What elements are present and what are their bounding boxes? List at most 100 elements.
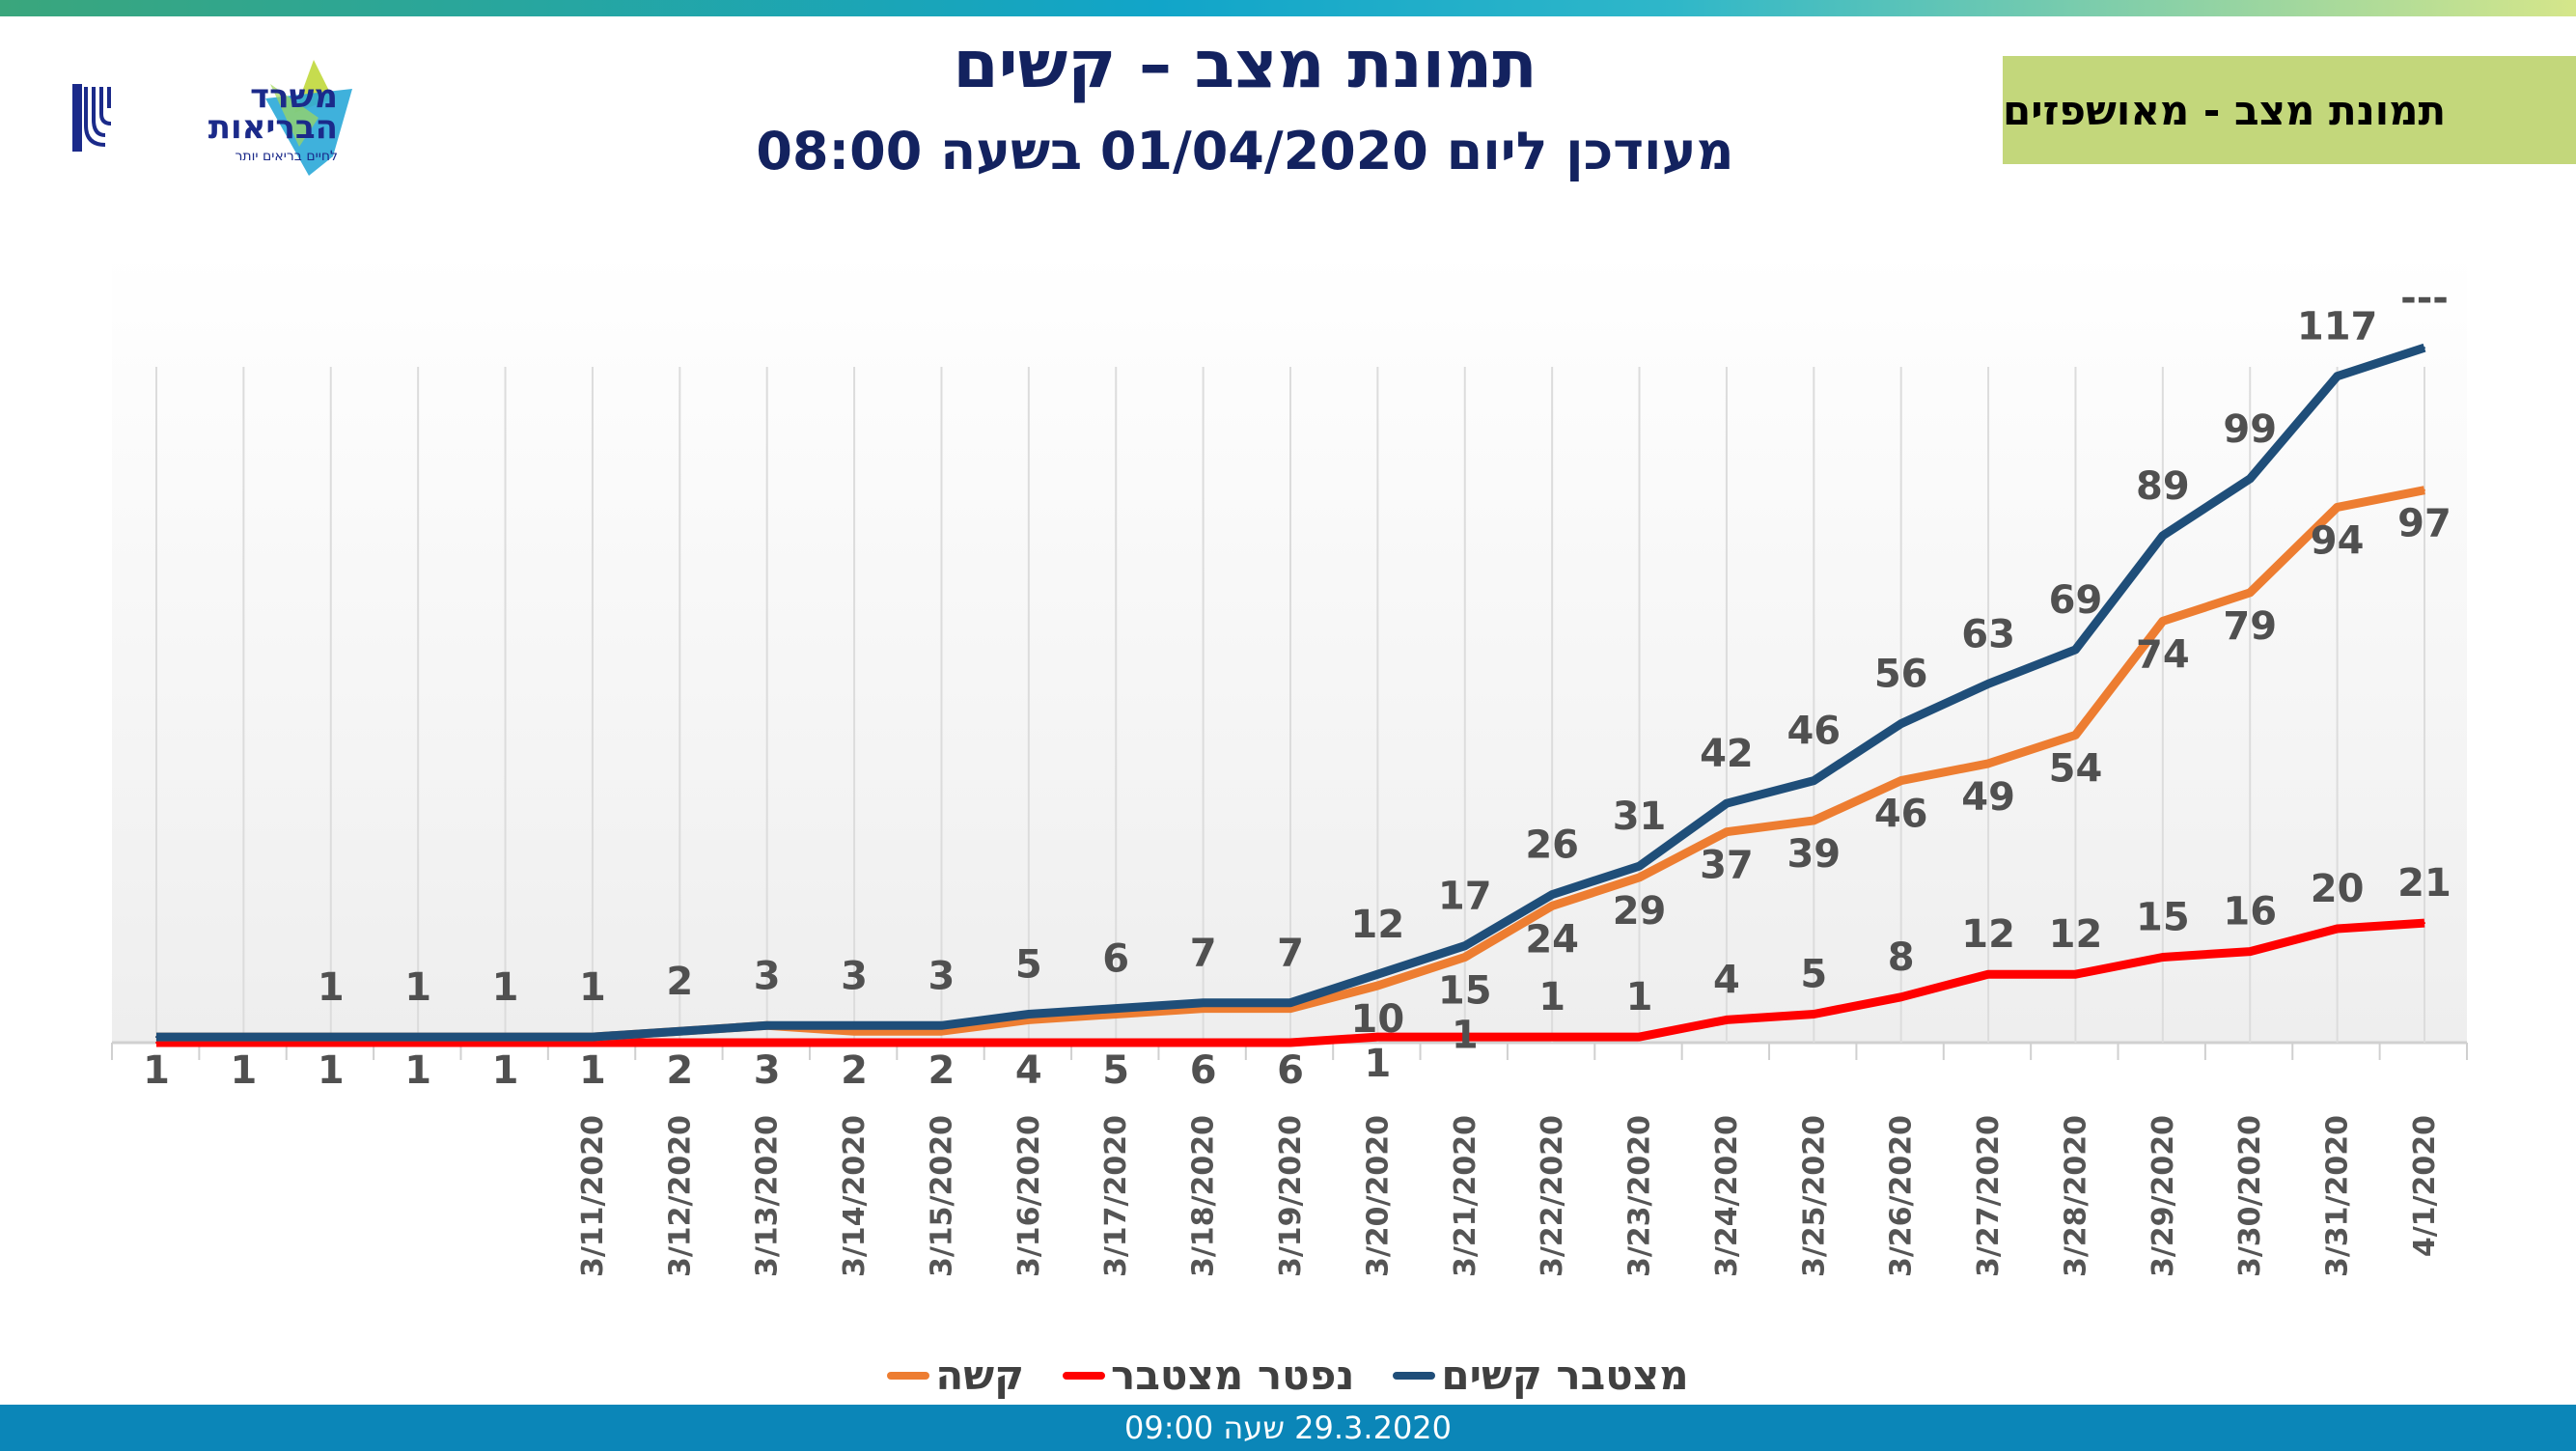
data-point-cumulative [1638,865,1641,868]
data-point-deceased [417,1042,420,1044]
data-point-deceased [1202,1042,1205,1044]
data-label-cumulative: 7 [1190,932,1217,976]
x-tick-label: 3/16/2020 [1012,1115,1046,1277]
logo-name: משרד הבריאות [208,77,338,147]
data-point-cumulative [1289,1001,1291,1004]
data-label-cumulative: 31 [1613,795,1667,839]
data-point-deceased [2074,973,2077,976]
data-point-deceased [1376,1036,1379,1039]
data-label-cumulative: 42 [1700,732,1754,776]
legend-swatch [887,1371,930,1380]
x-tick-label: 3/30/2020 [2233,1115,2267,1277]
data-label-severe: 1 [143,1048,170,1093]
data-point-severe [1987,762,1990,765]
data-point-cumulative [679,1030,681,1033]
data-point-severe [1027,1018,1030,1021]
x-tick-label: 3/19/2020 [1274,1115,1308,1277]
data-label-severe: 46 [1874,793,1928,837]
data-point-severe [1289,1007,1291,1010]
top-gradient-bar [0,0,2576,16]
data-label-deceased: 12 [1961,912,2015,957]
data-point-deceased [329,1042,332,1044]
data-label-severe: 1 [230,1048,257,1093]
data-point-deceased [1899,995,1902,998]
data-point-cumulative [2249,477,2252,480]
data-point-severe [2074,734,2077,737]
data-point-severe [1376,985,1379,987]
x-tick-label: 3/25/2020 [1797,1115,1831,1277]
data-label-severe: 79 [2223,604,2277,649]
data-label-deceased: 5 [1800,953,1827,997]
data-label-severe: 10 [1351,997,1405,1042]
x-tick-label: 3/11/2020 [576,1115,610,1277]
data-point-deceased [2336,928,2339,930]
x-tick-label: 3/15/2020 [925,1115,958,1277]
data-point-cumulative [2424,347,2425,349]
x-tick-label: 3/14/2020 [838,1115,872,1277]
data-label-cumulative: 69 [2049,578,2103,623]
data-label-deceased: 1 [1452,1014,1479,1058]
data-point-cumulative [1115,1007,1118,1010]
data-label-severe: 1 [318,1048,345,1093]
data-label-cumulative: 2 [666,960,693,1004]
data-label-severe: 15 [1438,969,1492,1014]
data-label-severe: 2 [928,1048,956,1093]
data-label-cumulative: 46 [1787,710,1841,754]
data-label-cumulative: 17 [1438,875,1492,919]
data-point-cumulative [242,1036,245,1039]
data-label-severe: 5 [1102,1048,1129,1093]
data-point-deceased [1987,973,1990,976]
data-label-severe: 2 [666,1048,693,1093]
legend-swatch [1393,1371,1436,1380]
x-tick-label: 3/28/2020 [2059,1115,2092,1277]
x-tick-label: 3/20/2020 [1361,1115,1395,1277]
data-label-cumulative: 1 [492,965,519,1010]
data-point-deceased [2161,956,2164,959]
data-label-deceased: 1 [1364,1042,1391,1086]
data-label-severe: 2 [841,1048,868,1093]
data-point-severe [2161,620,2164,623]
data-point-cumulative [1027,1013,1030,1016]
data-label-deceased: 21 [2397,861,2451,906]
data-point-deceased [2249,950,2252,953]
data-label-cumulative: 1 [579,965,606,1010]
data-label-severe: 54 [2049,746,2103,791]
data-point-cumulative [1725,802,1728,805]
data-point-cumulative [2161,534,2164,537]
data-label-severe: 1 [579,1048,606,1093]
chart-legend: מצטבר קשים נפטר מצטבר קשה [0,1352,2576,1399]
data-label-severe: 1 [492,1048,519,1093]
legend-label: נפטר מצטבר [1111,1352,1355,1399]
data-label-severe: 6 [1277,1048,1304,1093]
data-label-deceased: 12 [2049,912,2103,957]
data-point-deceased [679,1042,681,1044]
data-point-severe [1638,876,1641,879]
data-label-cumulative: 1 [404,965,431,1010]
data-point-cumulative [2074,648,2077,651]
x-tick-label: 4/1/2020 [2408,1115,2442,1257]
data-label-severe: 3 [754,1048,781,1093]
data-point-deceased [1289,1042,1291,1044]
data-label-cumulative: --- [2400,276,2449,321]
legend-label: מצטבר קשים [1441,1352,1689,1399]
data-point-cumulative [591,1036,594,1039]
data-label-cumulative: 63 [1961,612,2015,656]
data-label-severe: 29 [1613,889,1667,934]
data-label-cumulative: 3 [928,954,956,998]
footer-text: 29.3.2020 שעה 09:00 [1123,1409,1453,1446]
x-tick-label: 3/21/2020 [1449,1115,1482,1277]
legend-swatch [1063,1371,1106,1380]
data-point-severe [940,1030,943,1033]
data-point-deceased [1725,1018,1728,1021]
data-point-deceased [155,1042,157,1044]
data-point-deceased [2424,922,2425,925]
data-label-cumulative: 5 [1015,943,1042,988]
data-point-cumulative [1813,779,1815,782]
x-tick-label: 3/23/2020 [1623,1115,1657,1277]
x-tick-label: 3/12/2020 [663,1115,697,1277]
data-point-cumulative [1376,973,1379,976]
logo-emblem-icon [72,60,352,176]
data-point-severe [1202,1007,1205,1010]
data-point-cumulative [329,1036,332,1039]
data-label-cumulative: 3 [754,954,781,998]
